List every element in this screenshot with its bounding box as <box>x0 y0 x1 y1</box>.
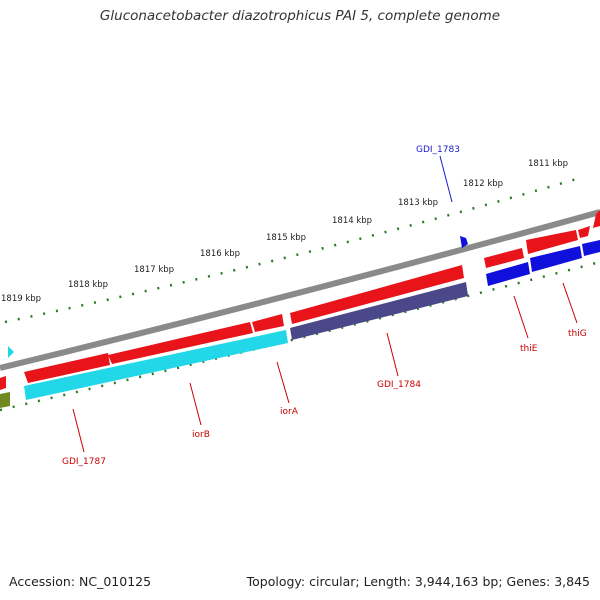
scale-label-1819: 1819 kbp <box>1 294 41 304</box>
gene-cyan <box>24 330 288 400</box>
gene-blue-right-a <box>582 240 600 256</box>
scale-label-1811: 1811 kbp <box>528 159 568 169</box>
gene-arrow-thiF <box>484 248 524 268</box>
gene-label-thiE: thiE <box>520 344 538 354</box>
gene-iorB-arrow <box>108 322 253 364</box>
scale-label-1817: 1817 kbp <box>134 265 174 275</box>
gene-labels: GDI_1783 thiE thiG GDI_1784 iorA iorB GD… <box>62 145 587 467</box>
scale-label-1815: 1815 kbp <box>266 233 306 243</box>
scale-labels: 1811 kbp 1812 kbp 1813 kbp 1814 kbp 1815… <box>1 159 568 304</box>
gene-label-GDI_1783: GDI_1783 <box>416 145 460 155</box>
gene-arrow-thiE <box>526 230 578 254</box>
accession-text: Accession: NC_010125 <box>9 574 152 589</box>
scale-label-1818: 1818 kbp <box>68 280 108 290</box>
gene-label-thiG: thiG <box>568 329 587 339</box>
forward-strand-genes <box>0 210 600 390</box>
marker-blue <box>460 236 468 248</box>
outer-scale <box>4 176 581 324</box>
gene-blue-right-c <box>486 262 530 286</box>
gene-slate <box>290 282 468 340</box>
scale-label-1813: 1813 kbp <box>398 198 438 208</box>
gene-GDI_1784-arrow <box>290 265 464 324</box>
gene-thiG-arrow <box>593 210 600 228</box>
gene-olive <box>0 392 10 408</box>
reverse-strand-genes <box>0 240 600 408</box>
gene-blue-right-b <box>530 246 582 272</box>
gene-label-GDI_1784: GDI_1784 <box>377 380 421 390</box>
gene-label-iorB: iorB <box>192 430 210 440</box>
genome-backbone <box>0 209 600 371</box>
gene-label-iorA: iorA <box>280 407 299 417</box>
gene-iorA-arrow <box>252 314 284 332</box>
scale-label-1816: 1816 kbp <box>200 249 240 259</box>
marker-cyan <box>8 346 14 358</box>
gene-GDI_1787-arrow <box>24 353 110 383</box>
gene-left-red <box>0 376 6 390</box>
scale-label-1812: 1812 kbp <box>463 179 503 189</box>
gene-label-GDI_1787: GDI_1787 <box>62 457 106 467</box>
map-title: Gluconacetobacter diazotrophicus PAI 5, … <box>99 8 501 24</box>
scale-label-1814: 1814 kbp <box>332 216 372 226</box>
gene-arrow-small-a <box>578 226 590 238</box>
topology-summary: Topology: circular; Length: 3,944,163 bp… <box>246 574 590 589</box>
